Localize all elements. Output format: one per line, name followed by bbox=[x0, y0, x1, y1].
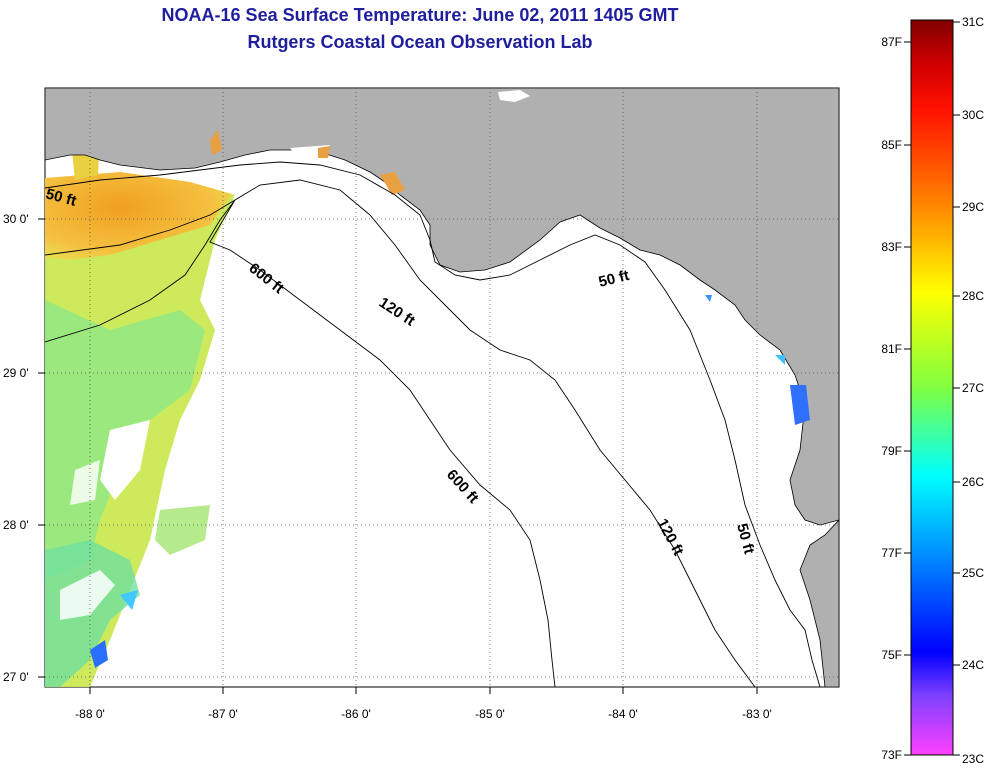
lon-label: -85 0' bbox=[475, 707, 505, 721]
contour-label: 50 ft bbox=[597, 267, 631, 291]
colorbar-ticks bbox=[904, 21, 960, 756]
colorbar-label-c: 29C bbox=[962, 200, 984, 214]
lat-label: 30 0' bbox=[3, 212, 29, 226]
lon-label: -87 0' bbox=[208, 707, 238, 721]
colorbar-label-c: 25C bbox=[962, 566, 984, 580]
lon-label: -86 0' bbox=[341, 707, 371, 721]
colorbar-label-c: 26C bbox=[962, 475, 984, 489]
lat-label: 29 0' bbox=[3, 366, 29, 380]
colorbar-label-f: 85F bbox=[881, 138, 902, 152]
colorbar-label-c: 31C bbox=[962, 15, 984, 29]
colorbar-label-f: 73F bbox=[881, 748, 902, 762]
lon-label: -84 0' bbox=[608, 707, 638, 721]
lat-label: 27 0' bbox=[3, 670, 29, 684]
contour-120ft bbox=[45, 179, 756, 687]
colorbar-label-f: 81F bbox=[881, 342, 902, 356]
colorbar-label-f: 83F bbox=[881, 240, 902, 254]
colorbar-label-c: 24C bbox=[962, 658, 984, 672]
map-subtitle: Rutgers Coastal Ocean Observation Lab bbox=[247, 32, 593, 52]
colorbar-label-c: 23C bbox=[962, 752, 984, 766]
colorbar bbox=[910, 19, 954, 756]
contour-50ft bbox=[45, 161, 821, 687]
axis-ticks bbox=[38, 218, 758, 694]
colorbar-label-f: 75F bbox=[881, 648, 902, 662]
sst-data-layer bbox=[45, 115, 235, 687]
colorbar-label-c: 28C bbox=[962, 289, 984, 303]
colorbar-label-c: 30C bbox=[962, 108, 984, 122]
lon-label: -88 0' bbox=[75, 707, 105, 721]
graticule bbox=[45, 88, 839, 687]
lat-label: 28 0' bbox=[3, 518, 29, 532]
colorbar-label-f: 77F bbox=[881, 546, 902, 560]
bathymetry-contours bbox=[45, 161, 821, 687]
contour-600ft bbox=[45, 199, 556, 687]
colorbar-label-c: 27C bbox=[962, 381, 984, 395]
colorbar-label-f: 79F bbox=[881, 444, 902, 458]
lon-label: -83 0' bbox=[742, 707, 772, 721]
colorbar-label-f: 87F bbox=[881, 35, 902, 49]
map-title: NOAA-16 Sea Surface Temperature: June 02… bbox=[161, 5, 679, 25]
